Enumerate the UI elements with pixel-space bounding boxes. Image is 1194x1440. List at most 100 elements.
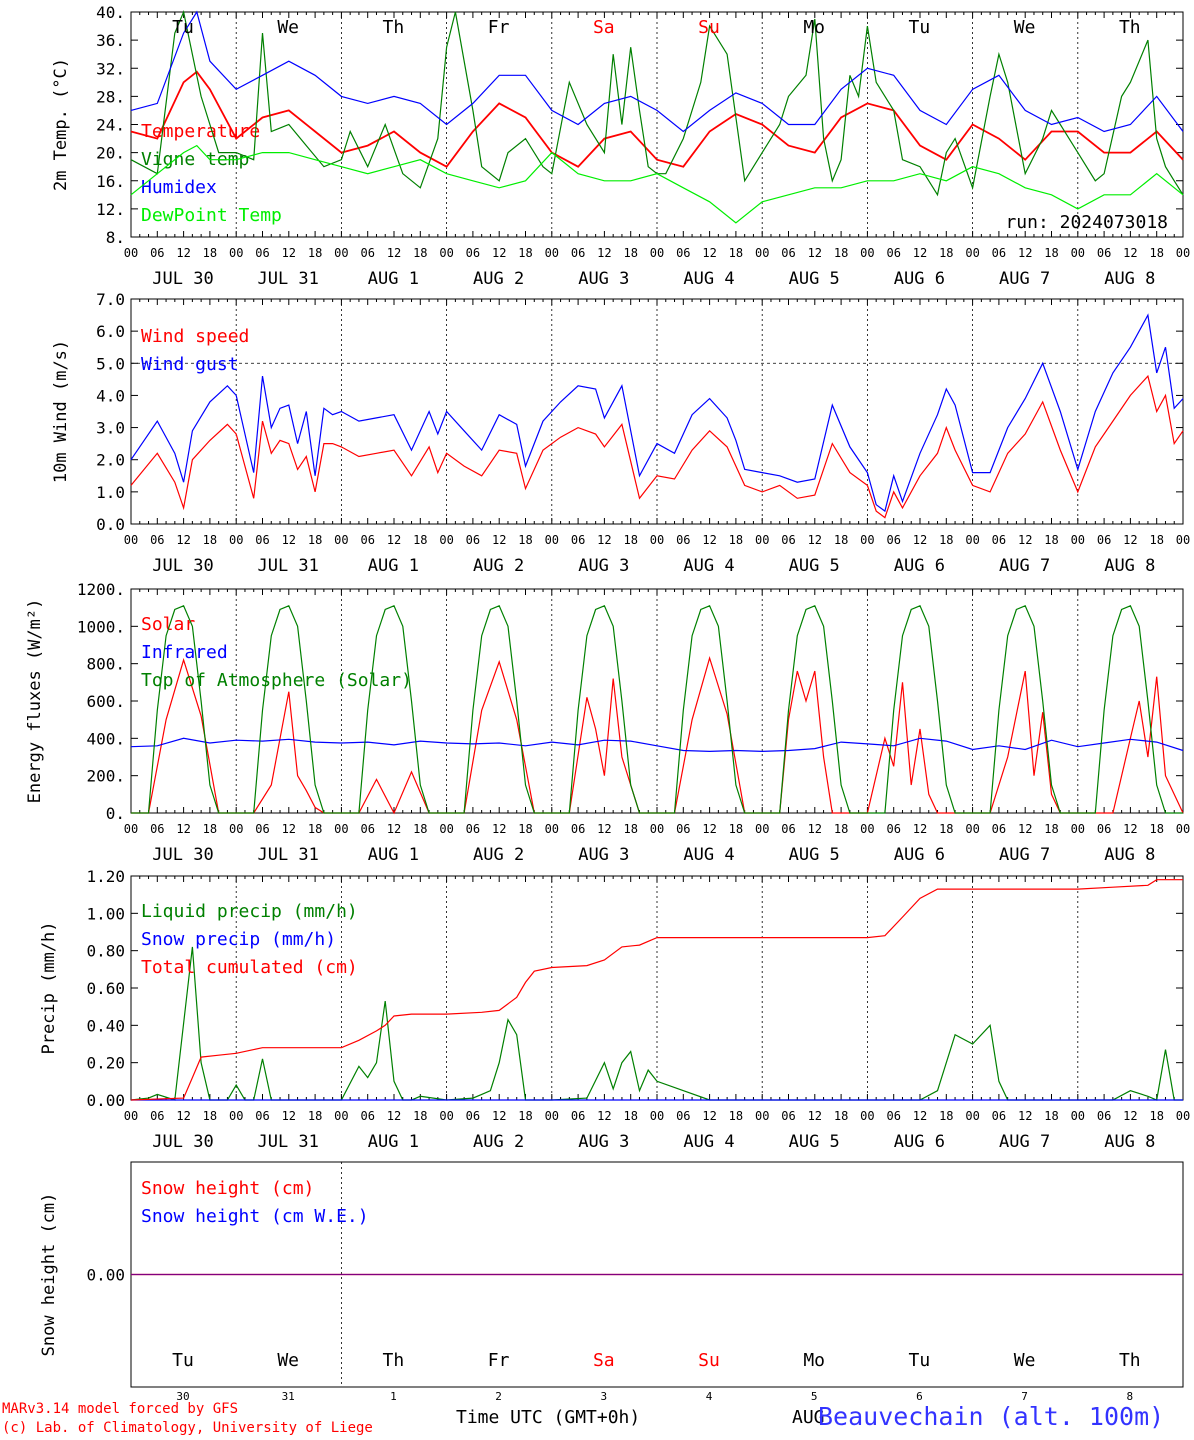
hour-label: 06 [150,246,164,260]
y-tick-label: 1.00 [86,904,125,923]
hour-label: 12 [176,246,190,260]
hour-label: 18 [308,246,322,260]
date-label: AUG 4 [683,556,734,576]
y-tick-label: 12. [96,200,125,219]
y-tick-label: 1.20 [86,867,125,886]
hour-label: 18 [1044,533,1058,547]
hour-label: 00 [650,822,664,836]
hour-label: 18 [1044,1109,1058,1123]
hour-label: 06 [571,822,585,836]
y-tick-label: 800. [86,655,125,674]
hour-label: 18 [939,1109,953,1123]
station-name: Beauvechain (alt. 100m) [818,1402,1165,1431]
weekday-label-bottom: Th [1119,1350,1141,1371]
y-tick-label: 0. [106,804,125,823]
hour-label: 06 [571,1109,585,1123]
hour-label: 18 [203,533,217,547]
hour-label: 00 [1071,246,1085,260]
day-number-label: 6 [916,1390,923,1403]
hour-label: 06 [676,533,690,547]
hour-label: 18 [1044,246,1058,260]
hour-label: 06 [466,822,480,836]
hour-label: 12 [387,1109,401,1123]
hour-label: 18 [203,822,217,836]
legend-temperature: Temperature [141,121,260,142]
date-label: AUG 2 [473,845,524,865]
hour-label: 12 [387,822,401,836]
date-label: JUL 31 [257,1132,318,1152]
hour-label: 12 [282,1109,296,1123]
date-label: AUG 2 [473,556,524,576]
weekday-label-top: Tu [172,17,194,38]
weekday-label-top: Su [698,17,720,38]
date-label: AUG 3 [578,1132,629,1152]
date-label: AUG 6 [894,269,945,289]
hour-label: 12 [913,533,927,547]
y-tick-label: 24. [96,116,125,135]
hour-label: 06 [781,1109,795,1123]
hour-label: 00 [124,1109,138,1123]
date-label: AUG 1 [368,269,419,289]
y-tick-label: 0.60 [86,979,125,998]
day-number-label: 8 [1126,1390,1133,1403]
hour-label: 06 [676,1109,690,1123]
hour-label: 18 [308,533,322,547]
y-axis-title: 2m Temp. (°C) [51,58,71,191]
weekday-label-top: Tu [909,17,931,38]
hour-label: 00 [545,533,559,547]
y-tick-label: 600. [86,692,125,711]
hour-label: 00 [124,822,138,836]
hour-label: 12 [282,822,296,836]
hour-label: 06 [781,533,795,547]
hour-label: 18 [623,533,637,547]
hour-label: 12 [176,822,190,836]
legend-snow-height-cm-: Snow height (cm) [141,1178,314,1199]
series-line-infrared [130,737,1184,753]
hour-label: 12 [492,822,506,836]
hour-label: 00 [965,246,979,260]
hour-label: 18 [413,1109,427,1123]
hour-label: 18 [518,246,532,260]
date-label: AUG 6 [894,556,945,576]
hour-label: 00 [439,246,453,260]
hour-label: 18 [834,246,848,260]
hour-label: 00 [650,1109,664,1123]
hour-label: 00 [1071,1109,1085,1123]
hour-label: 12 [387,533,401,547]
hour-label: 06 [466,1109,480,1123]
time-axis-label: Time UTC (GMT+0h) [456,1407,641,1428]
hour-label: 12 [1123,1109,1137,1123]
legend-top-of-atmosphere-solar-: Top of Atmosphere (Solar) [141,670,412,691]
hour-label: 18 [413,533,427,547]
y-tick-label: 32. [96,59,125,78]
hour-label: 00 [439,533,453,547]
hour-label: 06 [360,822,374,836]
hour-label: 06 [992,533,1006,547]
date-label: JUL 30 [152,1132,213,1152]
date-label: AUG 5 [789,845,840,865]
weekday-label-top: Mo [803,17,825,38]
hour-label: 00 [860,246,874,260]
hour-label: 06 [781,822,795,836]
hour-label: 00 [965,822,979,836]
date-label: AUG 4 [683,1132,734,1152]
y-tick-label: 2.0 [96,451,125,470]
hour-label: 18 [203,1109,217,1123]
y-tick-label: 40. [96,3,125,22]
hour-label: 06 [886,246,900,260]
hour-label: 18 [834,533,848,547]
hour-label: 18 [308,1109,322,1123]
hour-label: 18 [729,822,743,836]
hour-label: 00 [229,1109,243,1123]
hour-label: 06 [360,246,374,260]
y-tick-label: 200. [86,767,125,786]
hour-label: 12 [808,246,822,260]
date-label: AUG 4 [683,845,734,865]
legend-wind-speed: Wind speed [141,326,249,347]
y-tick-label: 3.0 [96,419,125,438]
hour-label: 06 [255,1109,269,1123]
date-label: AUG 2 [473,269,524,289]
hour-label: 00 [755,1109,769,1123]
y-tick-label: 20. [96,144,125,163]
hour-label: 18 [623,1109,637,1123]
